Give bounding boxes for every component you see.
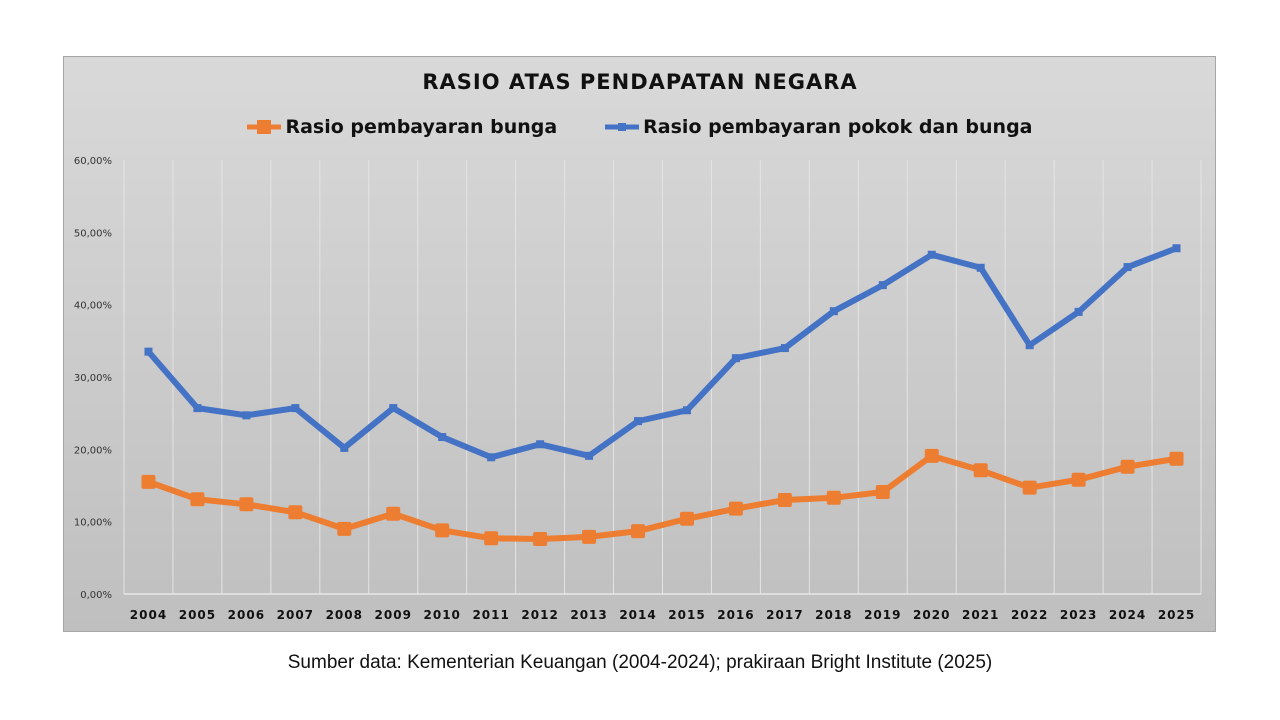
data-point-1 xyxy=(438,433,447,442)
x-tick-label: 2009 xyxy=(375,608,412,622)
legend: Rasio pembayaran bunga Rasio pembayaran … xyxy=(0,116,1280,138)
data-point-0 xyxy=(973,463,988,478)
data-point-0 xyxy=(239,497,254,512)
data-point-0 xyxy=(679,511,694,526)
data-point-0 xyxy=(337,521,352,536)
data-point-0 xyxy=(1071,472,1086,487)
x-tick-label: 2006 xyxy=(228,608,265,622)
data-point-0 xyxy=(533,532,548,547)
x-tick-label: 2016 xyxy=(717,608,754,622)
x-tick-label: 2012 xyxy=(521,608,558,622)
data-point-1 xyxy=(1074,307,1083,316)
data-point-0 xyxy=(1022,480,1037,495)
data-point-1 xyxy=(634,417,643,426)
data-point-0 xyxy=(924,448,939,463)
data-point-0 xyxy=(728,501,743,516)
data-point-1 xyxy=(731,354,740,363)
x-tick-label: 2020 xyxy=(913,608,950,622)
data-point-0 xyxy=(386,506,401,521)
data-point-0 xyxy=(141,474,156,489)
x-tick-label: 2018 xyxy=(815,608,852,622)
x-tick-label: 2025 xyxy=(1158,608,1195,622)
legend-item-bunga: Rasio pembayaran bunga xyxy=(247,116,557,138)
y-tick-label: 40,00% xyxy=(74,301,112,312)
x-tick-label: 2007 xyxy=(277,608,314,622)
data-point-1 xyxy=(144,347,153,356)
data-point-0 xyxy=(777,492,792,507)
data-point-1 xyxy=(1172,244,1181,253)
x-tick-label: 2011 xyxy=(472,608,509,622)
y-tick-label: 10,00% xyxy=(74,518,112,529)
legend-label: Rasio pembayaran pokok dan bunga xyxy=(643,116,1033,138)
y-tick-label: 60,00% xyxy=(74,156,112,167)
x-tick-label: 2019 xyxy=(864,608,901,622)
x-tick-label: 2022 xyxy=(1011,608,1048,622)
data-point-0 xyxy=(190,492,205,507)
data-point-1 xyxy=(536,440,545,449)
y-tick-label: 20,00% xyxy=(74,445,112,456)
x-tick-label: 2021 xyxy=(962,608,999,622)
data-point-0 xyxy=(484,531,499,546)
data-point-0 xyxy=(826,490,841,505)
legend-item-pokok-bunga: Rasio pembayaran pokok dan bunga xyxy=(605,116,1033,138)
x-tick-label: 2017 xyxy=(766,608,803,622)
data-point-1 xyxy=(927,250,936,259)
x-tick-label: 2023 xyxy=(1060,608,1097,622)
data-point-1 xyxy=(340,443,349,452)
y-tick-label: 30,00% xyxy=(74,373,112,384)
x-tick-label: 2010 xyxy=(424,608,461,622)
data-point-1 xyxy=(829,307,838,316)
x-tick-label: 2005 xyxy=(179,608,216,622)
data-point-1 xyxy=(242,411,251,420)
chart-title: RASIO ATAS PENDAPATAN NEGARA xyxy=(422,70,858,94)
source-note: Sumber data: Kementerian Keuangan (2004-… xyxy=(287,652,993,673)
legend-marker-orange xyxy=(247,120,282,134)
data-point-0 xyxy=(1169,451,1184,466)
data-point-1 xyxy=(585,451,594,460)
x-tick-label: 2004 xyxy=(130,608,167,622)
y-tick-label: 50,00% xyxy=(74,228,112,239)
data-point-0 xyxy=(582,529,597,544)
data-point-1 xyxy=(682,406,691,415)
data-point-1 xyxy=(487,453,496,462)
data-point-1 xyxy=(291,404,300,413)
series-line-1 xyxy=(146,245,1178,461)
data-point-0 xyxy=(435,523,450,538)
data-point-1 xyxy=(1123,263,1132,272)
x-tick-label: 2024 xyxy=(1109,608,1146,622)
data-point-0 xyxy=(875,485,890,500)
x-tick-label: 2013 xyxy=(570,608,607,622)
data-point-1 xyxy=(389,404,398,413)
legend-label: Rasio pembayaran bunga xyxy=(285,116,558,138)
data-point-1 xyxy=(976,263,985,272)
data-point-0 xyxy=(1120,459,1135,474)
data-point-1 xyxy=(878,281,887,290)
x-tick-label: 2015 xyxy=(668,608,705,622)
data-point-0 xyxy=(288,505,303,520)
series-line-0 xyxy=(147,452,1178,543)
data-point-1 xyxy=(193,404,202,413)
data-point-0 xyxy=(631,524,646,539)
data-point-1 xyxy=(780,344,789,353)
data-point-1 xyxy=(1025,341,1034,350)
x-tick-label: 2008 xyxy=(326,608,363,622)
x-tick-label: 2014 xyxy=(619,608,656,622)
legend-marker-blue xyxy=(605,123,640,131)
y-tick-label: 0,00% xyxy=(80,590,112,601)
